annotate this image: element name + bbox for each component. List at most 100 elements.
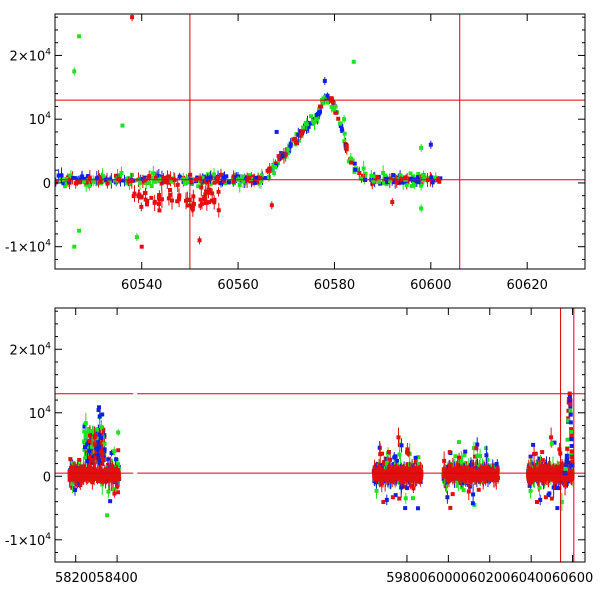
- data-point-green: [359, 176, 364, 181]
- data-point-green: [485, 457, 490, 462]
- data-point-red: [455, 465, 460, 470]
- data-point-red: [413, 476, 418, 481]
- data-point-green: [87, 183, 92, 188]
- data-point-green: [62, 184, 67, 189]
- data-point-green: [112, 487, 117, 492]
- data-point-green: [374, 488, 379, 493]
- data-point-red: [149, 195, 154, 200]
- data-point-green: [181, 177, 186, 182]
- data-point-red: [448, 476, 453, 481]
- data-point-green: [325, 100, 330, 105]
- x-tick-label: 60620: [507, 278, 548, 293]
- data-point-red: [495, 475, 500, 480]
- data-point-red: [457, 455, 462, 460]
- data-point-red: [495, 466, 500, 471]
- data-point-red: [146, 176, 151, 181]
- data-point-blue: [296, 132, 301, 137]
- data-point-green: [314, 117, 319, 122]
- data-point-blue: [73, 487, 78, 492]
- data-point-red: [210, 191, 215, 196]
- data-point-red: [448, 473, 453, 478]
- data-point-red: [390, 479, 395, 484]
- data-point-green: [146, 180, 151, 185]
- data-point-green: [114, 178, 119, 183]
- data-point-red: [84, 180, 89, 185]
- data-point-blue: [538, 497, 543, 502]
- data-point-red: [115, 468, 120, 473]
- data-point-blue: [73, 176, 78, 181]
- data-point-red: [215, 176, 220, 181]
- data-point-red: [459, 466, 464, 471]
- data-point-red: [104, 467, 109, 472]
- data-point-red: [376, 468, 381, 473]
- data-point-red: [157, 197, 162, 202]
- data-point-blue: [415, 175, 420, 180]
- data-point-blue: [468, 463, 473, 468]
- data-point-red: [476, 487, 481, 492]
- data-point-red: [67, 477, 72, 482]
- data-point-red: [189, 179, 194, 184]
- data-point-blue: [234, 175, 239, 180]
- data-point-red: [402, 466, 407, 471]
- data-point-blue: [94, 439, 99, 444]
- data-point-red: [170, 198, 175, 203]
- data-point-green: [352, 169, 357, 174]
- data-point-red: [206, 187, 211, 192]
- data-point-red: [93, 474, 98, 479]
- data-point-green: [70, 481, 75, 486]
- data-point-green: [311, 120, 316, 125]
- data-point-red: [126, 179, 131, 184]
- data-point-red: [116, 474, 121, 479]
- data-point-green: [559, 500, 564, 505]
- data-point-red: [101, 439, 106, 444]
- data-point-red: [116, 177, 121, 182]
- data-point-red: [375, 174, 380, 179]
- data-point-red: [473, 473, 478, 478]
- data-point-red: [329, 96, 334, 101]
- data-point-red: [153, 175, 158, 180]
- data-point-red: [202, 197, 207, 202]
- data-point-green: [83, 421, 88, 426]
- data-point-green: [411, 174, 416, 179]
- data-point-blue: [109, 451, 114, 456]
- data-point-red: [370, 181, 375, 186]
- data-point-red: [381, 499, 386, 504]
- data-point-red: [139, 195, 144, 200]
- data-point-red: [204, 189, 209, 194]
- data-point-blue: [415, 506, 420, 511]
- data-point-red: [393, 474, 398, 479]
- data-point-blue: [494, 461, 499, 466]
- plot-area: [67, 391, 575, 518]
- data-point-green: [329, 105, 334, 110]
- data-point-red: [204, 200, 209, 205]
- y-tick-label: 104: [29, 111, 52, 128]
- data-point-red: [390, 495, 395, 500]
- data-point-green: [72, 244, 77, 249]
- data-point-green: [82, 439, 87, 444]
- data-point-red: [382, 460, 387, 465]
- data-point-blue: [98, 444, 103, 449]
- data-point-red: [231, 174, 236, 179]
- data-point-red: [216, 189, 221, 194]
- data-point-red: [216, 208, 221, 213]
- data-point-blue: [143, 175, 148, 180]
- data-point-red: [87, 175, 92, 180]
- data-point-blue: [95, 431, 100, 436]
- data-point-red: [382, 473, 387, 478]
- data-point-green: [409, 183, 414, 188]
- data-point-red: [91, 478, 96, 483]
- data-point-red: [466, 489, 471, 494]
- data-point-red: [145, 202, 150, 207]
- data-point-red: [143, 178, 148, 183]
- data-point-red: [87, 475, 92, 480]
- data-point-blue: [475, 442, 480, 447]
- data-point-red: [436, 177, 441, 182]
- data-point-red: [473, 454, 478, 459]
- data-point-red: [386, 474, 391, 479]
- data-point-red: [101, 427, 106, 432]
- data-point-green: [100, 482, 105, 487]
- data-point-green: [486, 478, 491, 483]
- data-point-red: [454, 471, 459, 476]
- data-point-blue: [82, 445, 87, 450]
- data-point-red: [398, 469, 403, 474]
